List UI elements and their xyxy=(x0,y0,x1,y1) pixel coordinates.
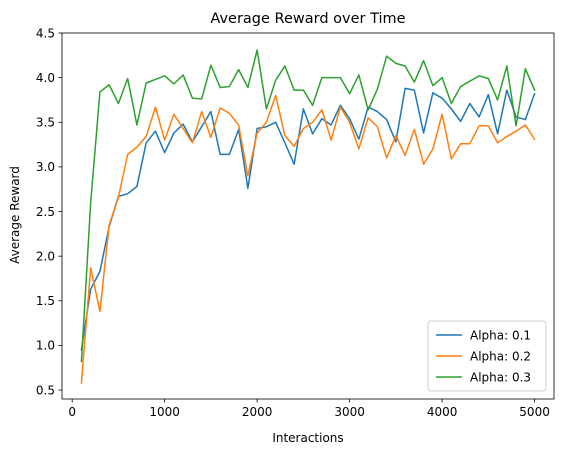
series-line-2 xyxy=(80,94,536,384)
y-tick-label: 2.0 xyxy=(36,249,55,263)
axes-frame xyxy=(61,32,555,400)
y-tick-label: 3.5 xyxy=(36,116,55,130)
x-axis-label: Interactions xyxy=(272,431,343,445)
y-axis-label: Average Reward xyxy=(8,166,22,264)
x-tick-label: 0 xyxy=(68,405,76,419)
legend-label-1: Alpha: 0.1 xyxy=(470,328,531,342)
y-tick-label: 1.0 xyxy=(36,339,55,353)
legend-label-2: Alpha: 0.2 xyxy=(470,349,531,363)
x-tick-label: 5000 xyxy=(519,405,550,419)
legend-box xyxy=(427,320,547,392)
chart-title: Average Reward over Time xyxy=(210,11,405,27)
legend: Alpha: 0.1 Alpha: 0.2 Alpha: 0.3 xyxy=(427,320,547,392)
y-tick-label: 1.5 xyxy=(36,294,55,308)
legend-label-3: Alpha: 0.3 xyxy=(470,370,531,384)
y-tick-label: 3.0 xyxy=(36,160,55,174)
y-tick-label: 4.5 xyxy=(36,26,55,40)
y-tick-label: 0.5 xyxy=(36,383,55,397)
x-tick-label: 3000 xyxy=(334,405,365,419)
series-line-3 xyxy=(80,49,536,363)
x-tick-label: 1000 xyxy=(149,405,180,419)
x-tick-label: 2000 xyxy=(242,405,273,419)
x-tick-label: 4000 xyxy=(427,405,458,419)
y-tick-label: 4.0 xyxy=(36,71,55,85)
y-tick-label: 2.5 xyxy=(36,205,55,219)
series-line-1 xyxy=(80,87,536,351)
plot-area: 0 1000 2000 3000 4000 5000 0.5 1.0 1.5 2.0 2.5 3.0 3… xyxy=(36,26,555,419)
